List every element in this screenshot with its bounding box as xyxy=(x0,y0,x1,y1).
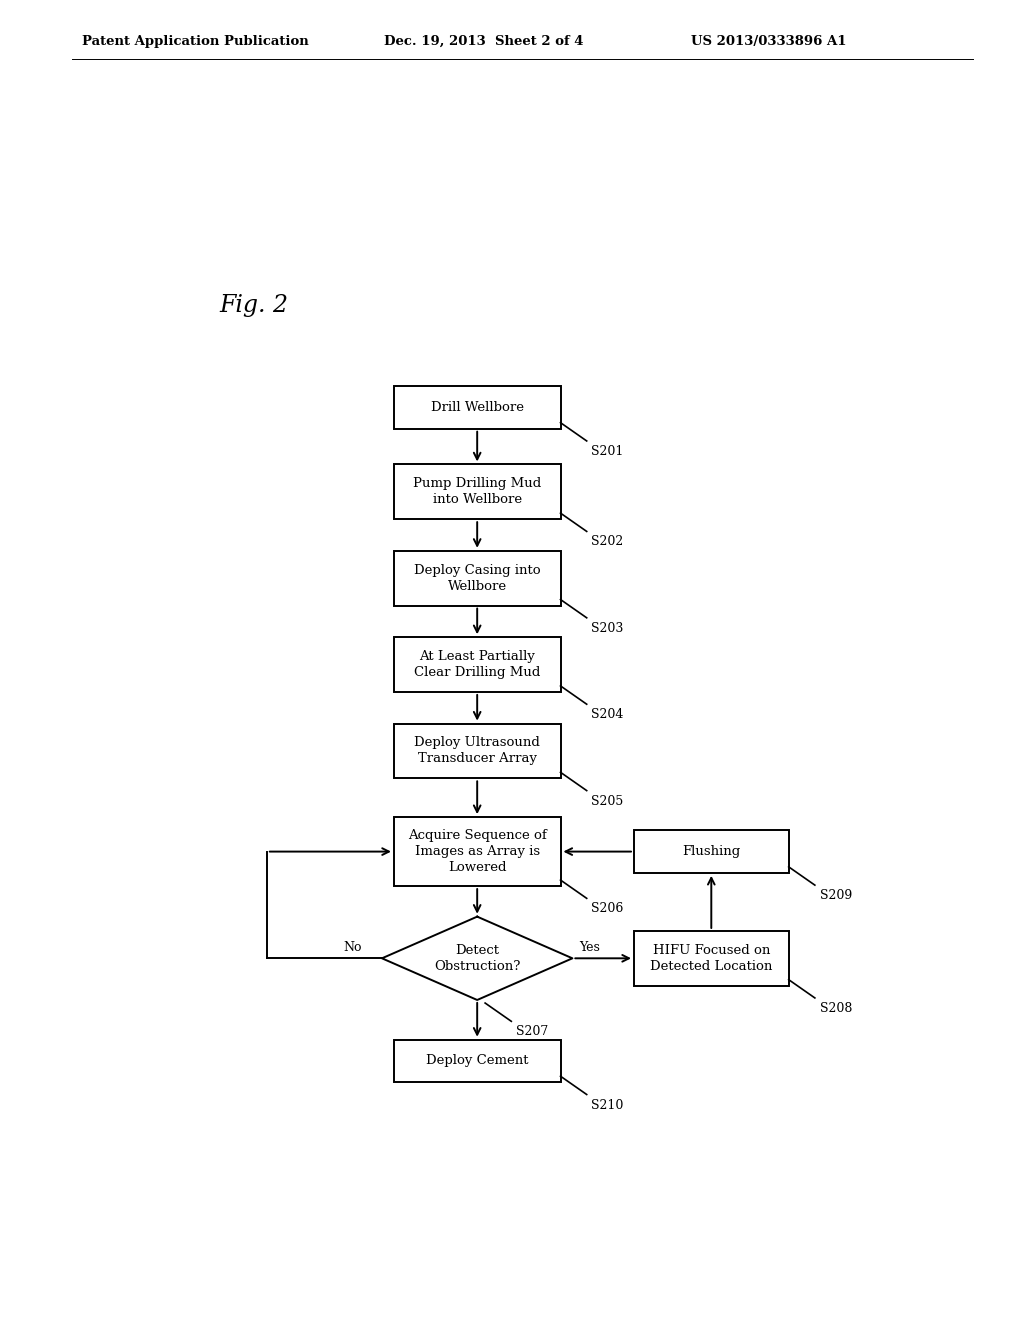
Text: S205: S205 xyxy=(592,795,624,808)
Text: Dec. 19, 2013  Sheet 2 of 4: Dec. 19, 2013 Sheet 2 of 4 xyxy=(384,34,584,48)
Text: Pump Drilling Mud
into Wellbore: Pump Drilling Mud into Wellbore xyxy=(413,478,542,507)
Text: Deploy Ultrasound
Transducer Array: Deploy Ultrasound Transducer Array xyxy=(415,737,540,766)
Text: Detect
Obstruction?: Detect Obstruction? xyxy=(434,944,520,973)
Text: Fig. 2: Fig. 2 xyxy=(219,294,289,317)
Text: Yes: Yes xyxy=(579,941,600,954)
Text: Deploy Casing into
Wellbore: Deploy Casing into Wellbore xyxy=(414,564,541,593)
FancyBboxPatch shape xyxy=(394,723,560,779)
Text: S201: S201 xyxy=(592,445,624,458)
FancyBboxPatch shape xyxy=(394,465,560,519)
Text: S204: S204 xyxy=(592,709,624,721)
Text: S210: S210 xyxy=(592,1098,624,1111)
FancyBboxPatch shape xyxy=(394,638,560,692)
FancyBboxPatch shape xyxy=(394,817,560,886)
Text: S208: S208 xyxy=(819,1002,852,1015)
Text: S202: S202 xyxy=(592,536,624,549)
FancyBboxPatch shape xyxy=(394,550,560,606)
Text: Flushing: Flushing xyxy=(682,845,740,858)
Text: No: No xyxy=(344,941,362,954)
Text: US 2013/0333896 A1: US 2013/0333896 A1 xyxy=(691,34,847,48)
Text: S206: S206 xyxy=(592,903,624,915)
Text: S203: S203 xyxy=(592,622,624,635)
Text: Patent Application Publication: Patent Application Publication xyxy=(82,34,308,48)
FancyBboxPatch shape xyxy=(394,385,560,429)
Text: S209: S209 xyxy=(819,890,852,902)
Text: HIFU Focused on
Detected Location: HIFU Focused on Detected Location xyxy=(650,944,772,973)
Text: Drill Wellbore: Drill Wellbore xyxy=(431,401,523,414)
FancyBboxPatch shape xyxy=(394,1040,560,1082)
FancyBboxPatch shape xyxy=(634,931,788,986)
Text: Acquire Sequence of
Images as Array is
Lowered: Acquire Sequence of Images as Array is L… xyxy=(408,829,547,874)
Text: S207: S207 xyxy=(516,1026,548,1039)
Text: At Least Partially
Clear Drilling Mud: At Least Partially Clear Drilling Mud xyxy=(414,649,541,678)
Text: Deploy Cement: Deploy Cement xyxy=(426,1055,528,1068)
FancyBboxPatch shape xyxy=(634,830,788,873)
